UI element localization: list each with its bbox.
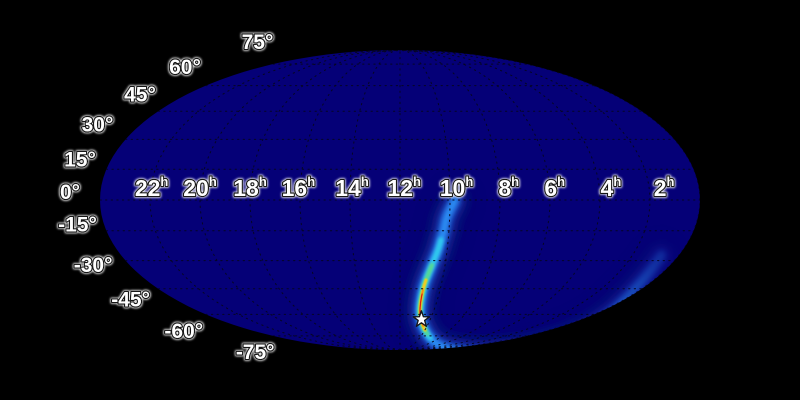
svg-text:2h: 2h bbox=[654, 174, 675, 202]
svg-text:4h: 4h bbox=[601, 174, 622, 202]
svg-text:16h: 16h bbox=[282, 174, 316, 202]
svg-text:6h: 6h bbox=[544, 174, 565, 202]
svg-text:10h: 10h bbox=[440, 174, 474, 202]
svg-text:30°: 30° bbox=[82, 114, 114, 137]
svg-text:-30°: -30° bbox=[74, 254, 113, 277]
svg-text:-60°: -60° bbox=[164, 320, 203, 343]
svg-text:12h: 12h bbox=[387, 174, 421, 202]
svg-text:20h: 20h bbox=[183, 174, 217, 202]
svg-text:0°: 0° bbox=[60, 181, 80, 204]
svg-text:45°: 45° bbox=[124, 84, 156, 107]
svg-text:-45°: -45° bbox=[111, 289, 150, 312]
svg-text:75°: 75° bbox=[242, 31, 274, 54]
svg-text:15°: 15° bbox=[64, 149, 96, 172]
svg-text:-15°: -15° bbox=[58, 214, 97, 237]
svg-text:8h: 8h bbox=[498, 174, 519, 202]
svg-text:22h: 22h bbox=[135, 174, 169, 202]
svg-text:14h: 14h bbox=[335, 174, 369, 202]
svg-text:18h: 18h bbox=[233, 174, 267, 202]
svg-text:60°: 60° bbox=[169, 56, 201, 79]
svg-text:-75°: -75° bbox=[236, 341, 275, 364]
